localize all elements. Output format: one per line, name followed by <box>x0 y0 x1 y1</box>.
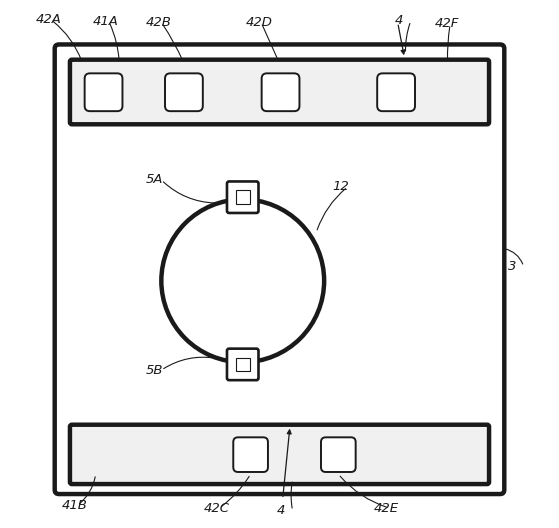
FancyBboxPatch shape <box>233 437 268 472</box>
Text: 42C: 42C <box>203 502 229 515</box>
Text: 5A: 5A <box>145 174 163 186</box>
FancyBboxPatch shape <box>55 44 504 494</box>
Text: 42B: 42B <box>145 16 172 29</box>
Text: 41B: 41B <box>61 499 87 512</box>
Text: 42E: 42E <box>374 502 399 515</box>
Bar <box>236 357 249 371</box>
Text: 41A: 41A <box>93 15 119 28</box>
FancyBboxPatch shape <box>227 182 258 213</box>
FancyBboxPatch shape <box>165 73 203 111</box>
FancyBboxPatch shape <box>84 73 122 111</box>
Text: 4: 4 <box>395 14 404 27</box>
FancyBboxPatch shape <box>262 73 300 111</box>
Text: 3: 3 <box>508 260 517 273</box>
Text: 5B: 5B <box>145 364 163 376</box>
Text: 42A: 42A <box>35 13 61 26</box>
FancyBboxPatch shape <box>70 425 489 484</box>
FancyBboxPatch shape <box>377 73 415 111</box>
Bar <box>236 191 249 204</box>
FancyBboxPatch shape <box>227 348 258 380</box>
FancyBboxPatch shape <box>321 437 356 472</box>
Text: 42D: 42D <box>245 16 272 29</box>
Circle shape <box>162 200 324 362</box>
Text: 4: 4 <box>277 504 285 517</box>
FancyBboxPatch shape <box>70 60 489 124</box>
Text: 42F: 42F <box>434 17 459 31</box>
Text: 12: 12 <box>332 180 349 193</box>
